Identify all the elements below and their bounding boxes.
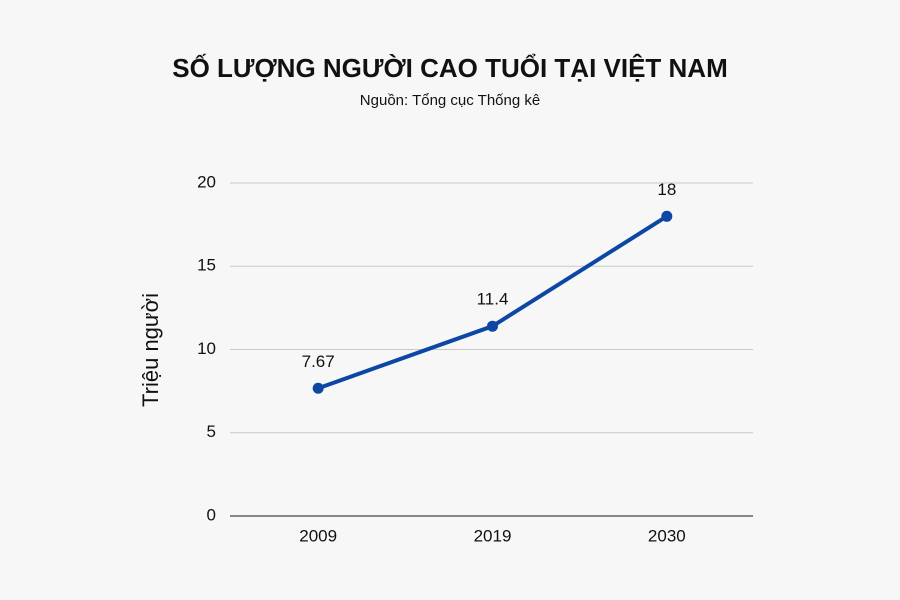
x-tick-label: 2009 xyxy=(299,526,337,545)
data-point xyxy=(312,382,324,394)
data-label: 18 xyxy=(657,180,676,199)
data-label: 11.4 xyxy=(477,290,509,309)
data-point xyxy=(661,210,673,222)
y-axis-label: Triệu người xyxy=(138,293,163,407)
y-tick-label: 10 xyxy=(197,339,216,358)
y-tick-label: 15 xyxy=(197,256,216,275)
chart-title: SỐ LƯỢNG NGƯỜI CAO TUỔI TẠI VIỆT NAM xyxy=(172,53,728,83)
y-tick-label: 5 xyxy=(207,422,216,441)
y-tick-label: 0 xyxy=(207,505,216,524)
x-tick-label: 2019 xyxy=(474,526,512,545)
y-tick-label: 20 xyxy=(197,172,216,191)
x-tick-label: 2030 xyxy=(648,526,686,545)
data-point xyxy=(487,320,498,332)
data-label: 7.67 xyxy=(302,352,335,371)
chart-subtitle: Nguồn: Tổng cục Thống kê xyxy=(360,92,540,109)
